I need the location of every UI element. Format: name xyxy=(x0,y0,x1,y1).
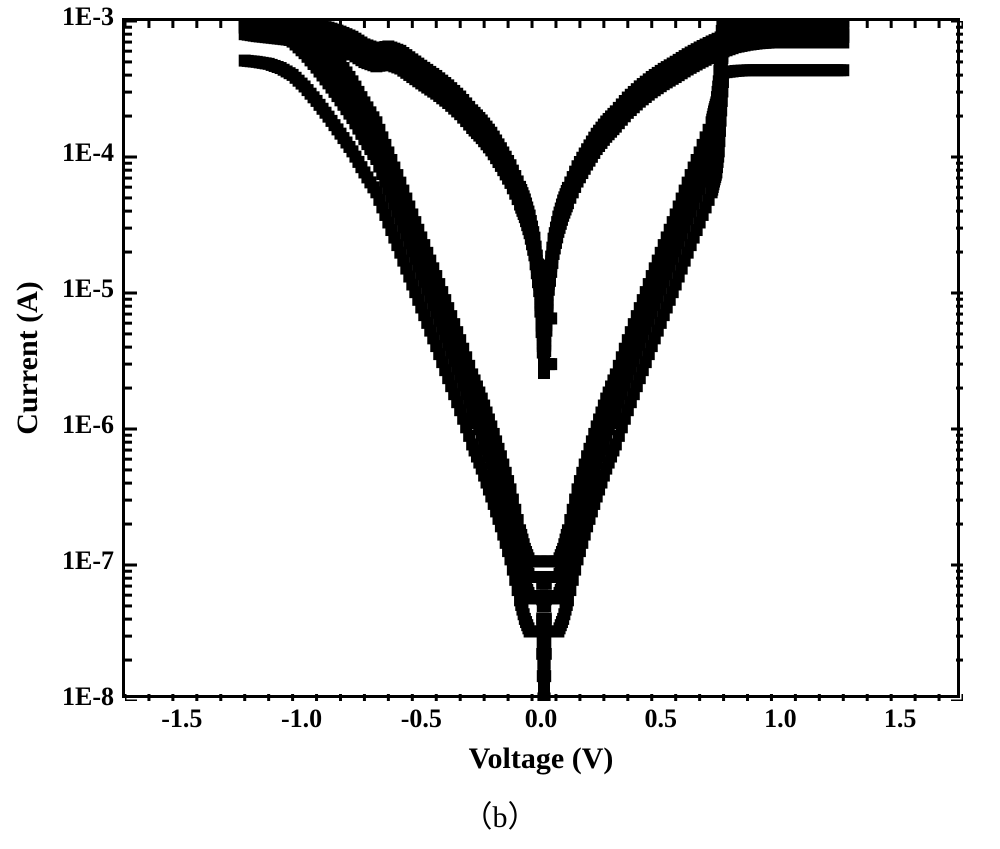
figure: Current (A) Voltage (V) （b） 1E-8 1E-7 1E-6… xyxy=(0,0,1000,849)
x-tick-label: 0.5 xyxy=(644,704,677,734)
y-tick-label: 1E-3 xyxy=(62,2,114,32)
y-tick-label: 1E-4 xyxy=(62,138,114,168)
y-tick-label: 1E-8 xyxy=(62,682,114,712)
y-tick-label: 1E-7 xyxy=(62,546,114,576)
x-tick-label: 0.0 xyxy=(525,704,558,734)
x-tick-label: 1.5 xyxy=(884,704,917,734)
y-tick-label: 1E-6 xyxy=(62,410,114,440)
x-tick-label: -1.0 xyxy=(281,704,322,734)
x-axis-label: Voltage (V) xyxy=(469,742,614,776)
plot-area xyxy=(122,18,960,698)
x-tick-label: 1.0 xyxy=(764,704,797,734)
subfigure-caption: （b） xyxy=(463,792,538,836)
y-tick-label: 1E-5 xyxy=(62,274,114,304)
plot-svg xyxy=(125,21,963,701)
x-tick-label: -0.5 xyxy=(401,704,442,734)
x-tick-label: -1.5 xyxy=(161,704,202,734)
y-axis-label: Current (A) xyxy=(11,281,45,435)
